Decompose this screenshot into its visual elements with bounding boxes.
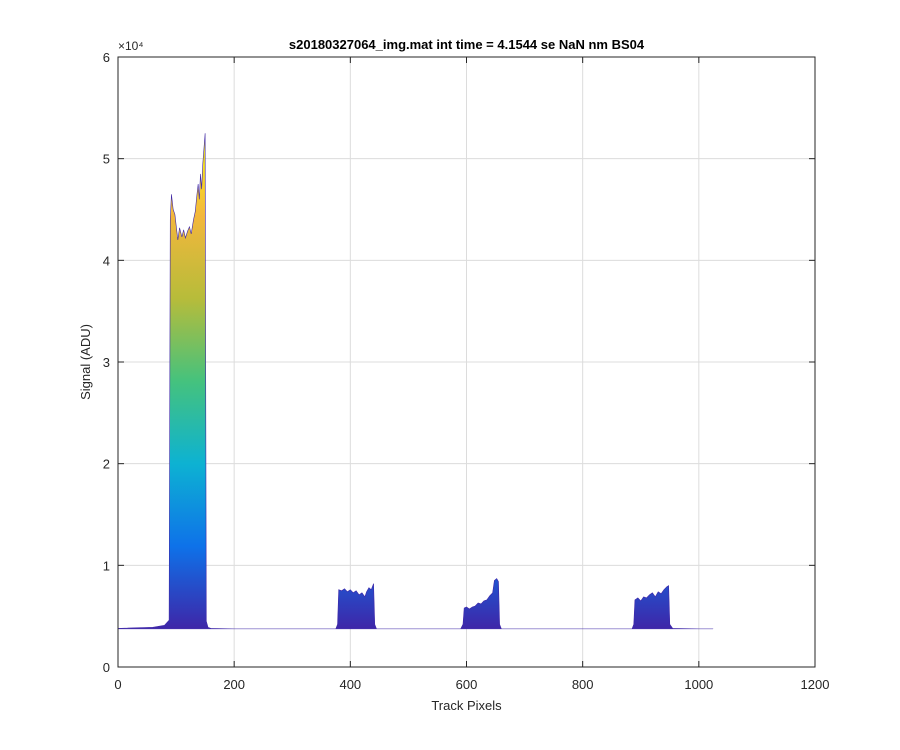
y-tick-label: 0 <box>103 660 110 675</box>
x-tick-label: 1200 <box>801 677 830 692</box>
y-tick-label: 4 <box>103 253 110 268</box>
x-axis-ticks: 0 200 400 600 800 1000 1200 <box>114 57 829 692</box>
y-tick-label: 3 <box>103 355 110 370</box>
x-tick-label: 400 <box>339 677 361 692</box>
y-exponent-label: ×10⁴ <box>118 39 144 53</box>
series-area <box>118 133 714 630</box>
y-tick-label: 1 <box>103 558 110 573</box>
y-tick-label: 6 <box>103 50 110 65</box>
y-axis-ticks: 0 1 2 3 4 5 6 <box>103 50 815 675</box>
x-tick-label: 1000 <box>684 677 713 692</box>
chart-title: s20180327064_img.mat int time = 4.1544 s… <box>289 37 645 52</box>
x-tick-label: 800 <box>572 677 594 692</box>
x-tick-label: 200 <box>223 677 245 692</box>
y-axis-label: Signal (ADU) <box>78 324 93 400</box>
x-tick-label: 0 <box>114 677 121 692</box>
plot-area <box>118 133 714 630</box>
grid <box>118 57 815 667</box>
x-tick-label: 600 <box>456 677 478 692</box>
y-tick-label: 5 <box>103 152 110 167</box>
x-axis-label: Track Pixels <box>431 698 502 713</box>
y-tick-label: 2 <box>103 457 110 472</box>
